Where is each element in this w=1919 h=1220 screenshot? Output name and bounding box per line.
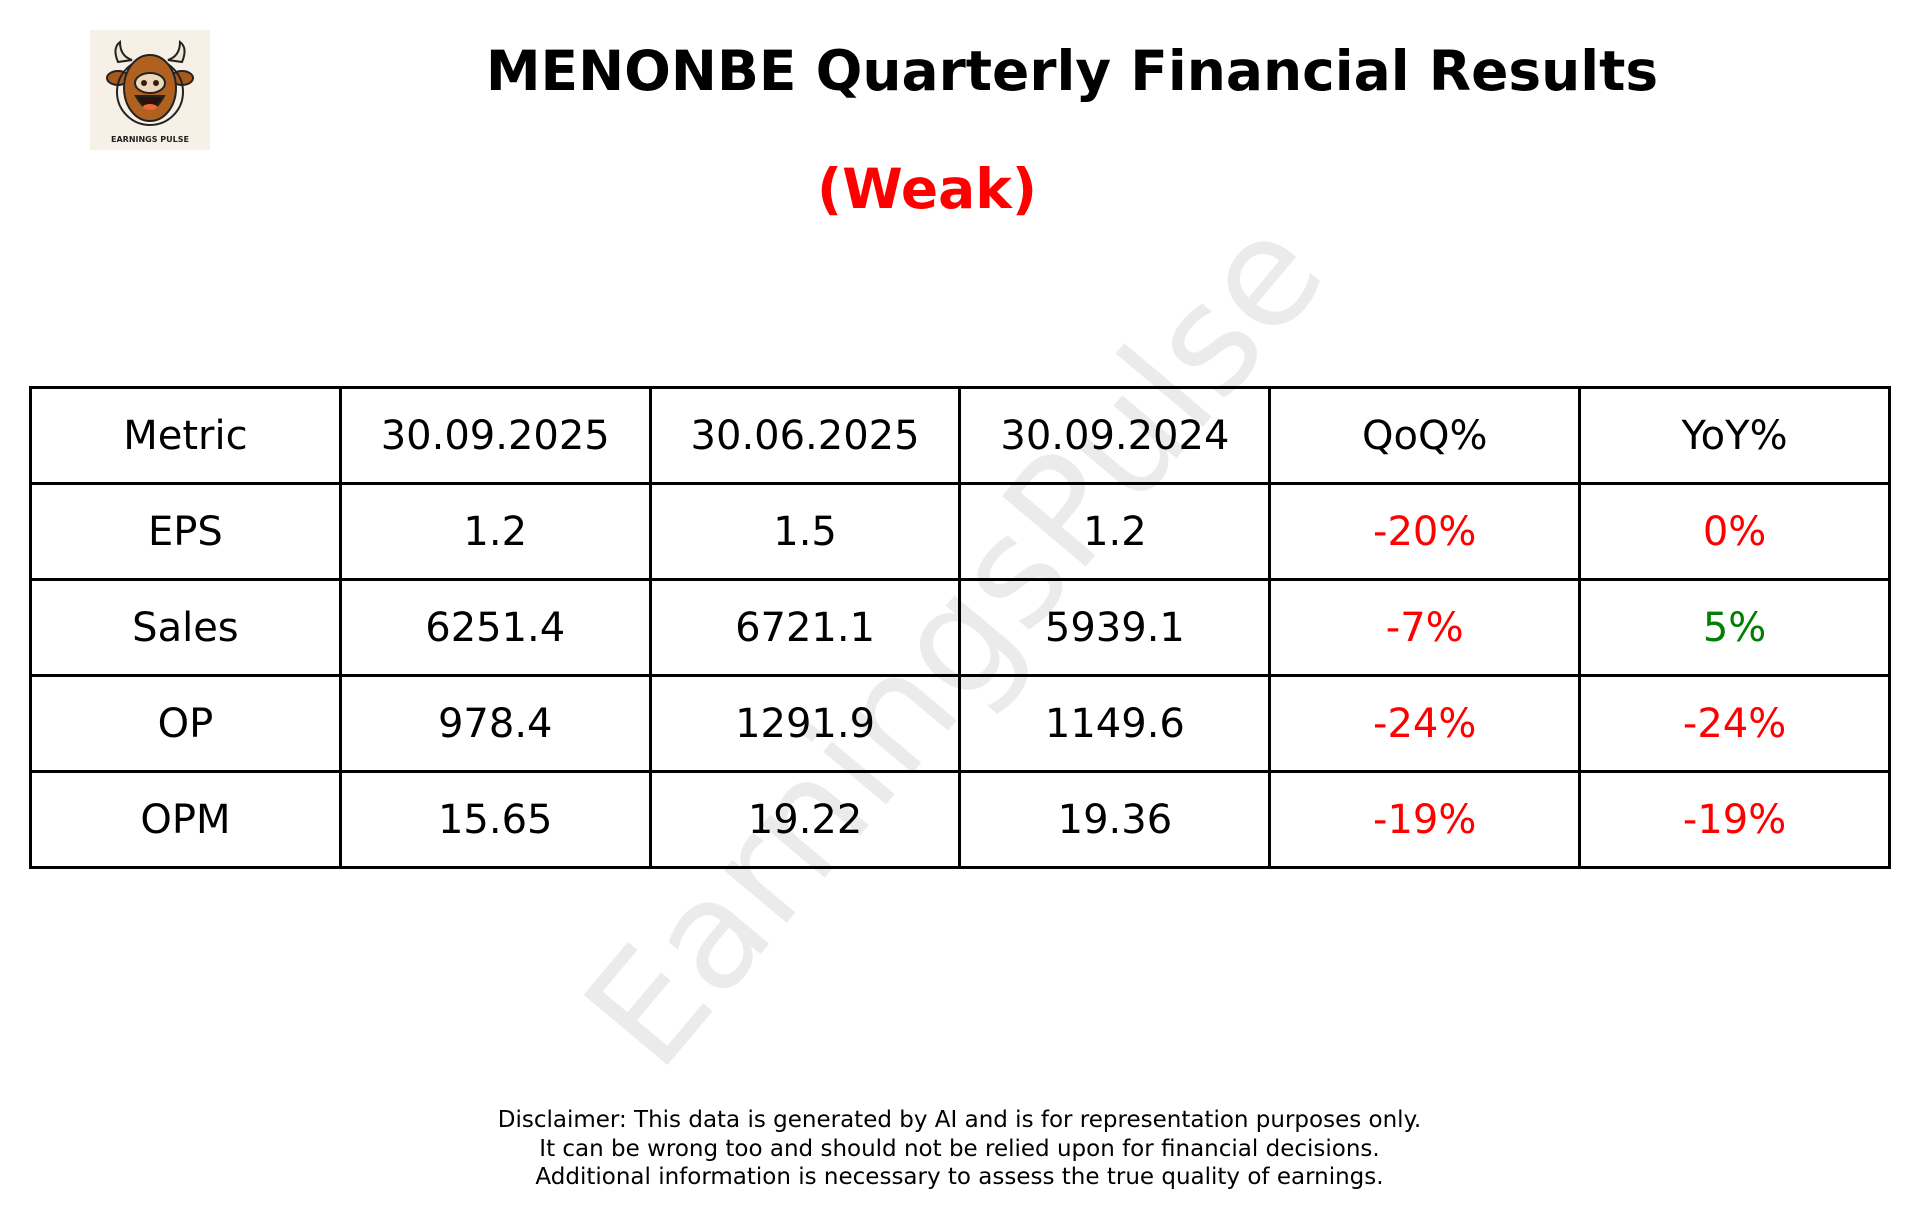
header-cell: YoY%: [1578, 386, 1891, 485]
yoy-cell: 0%: [1578, 482, 1891, 581]
qoq-cell: -24%: [1268, 674, 1582, 773]
value-cell: 1.2: [958, 482, 1272, 581]
yoy-cell: -24%: [1578, 674, 1891, 773]
qoq-cell: -20%: [1268, 482, 1582, 581]
value-cell: 1291.9: [648, 674, 962, 773]
header-cell: Metric: [29, 386, 342, 485]
disclaimer: Disclaimer: This data is generated by AI…: [0, 1106, 1919, 1192]
header-cell: QoQ%: [1268, 386, 1582, 485]
value-cell: 19.36: [958, 770, 1272, 869]
yoy-cell: 5%: [1578, 578, 1891, 677]
value-cell: 1.2: [338, 482, 652, 581]
value-cell: 6721.1: [648, 578, 962, 677]
value-cell: 5939.1: [958, 578, 1272, 677]
qoq-cell: -7%: [1268, 578, 1582, 677]
yoy-cell: -19%: [1578, 770, 1891, 869]
value-cell: 978.4: [338, 674, 652, 773]
table-header-row: Metric 30.09.2025 30.06.2025 30.09.2024 …: [29, 386, 1891, 485]
results-table: Metric 30.09.2025 30.06.2025 30.09.2024 …: [29, 386, 1891, 869]
metric-cell: OPM: [29, 770, 342, 869]
header-cell: 30.09.2024: [958, 386, 1272, 485]
table-row: EPS 1.2 1.5 1.2 -20% 0%: [29, 482, 1891, 581]
metric-cell: OP: [29, 674, 342, 773]
svg-text:EARNINGS PULSE: EARNINGS PULSE: [111, 135, 189, 144]
qoq-cell: -19%: [1268, 770, 1582, 869]
metric-cell: Sales: [29, 578, 342, 677]
table-row: Sales 6251.4 6721.1 5939.1 -7% 5%: [29, 578, 1891, 677]
disclaimer-line: It can be wrong too and should not be re…: [539, 1135, 1380, 1162]
value-cell: 6251.4: [338, 578, 652, 677]
disclaimer-line: Additional information is necessary to a…: [535, 1164, 1384, 1190]
bull-icon: EARNINGS PULSE: [106, 39, 194, 144]
table-row: OP 978.4 1291.9 1149.6 -24% -24%: [29, 674, 1891, 773]
value-cell: 19.22: [648, 770, 962, 869]
table-row: OPM 15.65 19.22 19.36 -19% -19%: [29, 770, 1891, 869]
value-cell: 1149.6: [958, 674, 1272, 773]
rating-label: (Weak): [817, 157, 1037, 221]
header-cell: 30.09.2025: [338, 386, 652, 485]
earnings-pulse-logo: EARNINGS PULSE: [90, 30, 210, 150]
page-title: MENONBE Quarterly Financial Results: [485, 39, 1659, 103]
disclaimer-line: Disclaimer: This data is generated by AI…: [497, 1107, 1422, 1133]
value-cell: 15.65: [338, 770, 652, 869]
header-cell: 30.06.2025: [648, 386, 962, 485]
metric-cell: EPS: [29, 482, 342, 581]
value-cell: 1.5: [648, 482, 962, 581]
